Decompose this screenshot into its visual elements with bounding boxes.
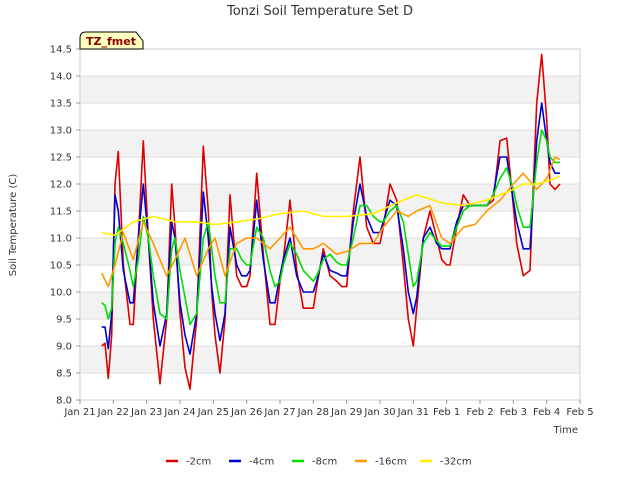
y-tick-label: 11.5 xyxy=(50,207,72,218)
series-line-neg8cm xyxy=(101,129,560,326)
y-tick-label: 9.0 xyxy=(56,342,72,353)
x-tick-label: Jan 31 xyxy=(397,407,429,418)
legend-label: -16cm xyxy=(375,457,407,468)
legend-label: -2cm xyxy=(186,457,211,468)
legend: -2cm -4cm -8cm -16cm -32cm xyxy=(166,457,472,468)
y-tick-label: 8.5 xyxy=(56,369,72,380)
x-tick-label: Jan 29 xyxy=(330,407,362,418)
x-tick-label: Feb 4 xyxy=(533,407,560,418)
y-tick-label: 14.5 xyxy=(50,45,72,56)
x-tick-label: Feb 3 xyxy=(500,407,527,418)
band xyxy=(80,130,580,157)
y-tick-label: 14.0 xyxy=(50,72,72,83)
x-tick-label: Jan 28 xyxy=(297,407,329,418)
legend-label: -4cm xyxy=(249,457,274,468)
x-axis-label: Time xyxy=(553,425,578,436)
plot-area xyxy=(79,48,581,401)
y-tick-label: 13.5 xyxy=(50,99,72,110)
x-tick-label: Jan 22 xyxy=(97,407,129,418)
y-tick-label: 12.0 xyxy=(50,180,72,191)
legend-label: -32cm xyxy=(440,457,472,468)
series-lines xyxy=(100,53,561,390)
y-tick-label: 11.0 xyxy=(50,234,72,245)
legend-label: -8cm xyxy=(312,457,337,468)
y-tick-label: 10.0 xyxy=(50,288,72,299)
x-tick-label: Jan 24 xyxy=(163,407,195,418)
x-tick-label: Jan 27 xyxy=(263,407,295,418)
x-axis-ticks: Jan 21 Jan 22 Jan 23 Jan 24 Jan 25 Jan 26 Jan … xyxy=(63,400,594,418)
band xyxy=(80,76,580,103)
annotation-label: TZ_fmet xyxy=(86,35,136,48)
y-tick-label: 8.0 xyxy=(56,396,72,407)
y-tick-label: 10.5 xyxy=(50,261,72,272)
annotation-frame xyxy=(79,31,144,50)
x-tick-label: Jan 30 xyxy=(363,407,395,418)
y-axis-label: Soil Temperature (C) xyxy=(8,174,19,277)
annotation-box: TZ_fmet xyxy=(79,31,144,50)
x-tick-label: Jan 23 xyxy=(130,407,162,418)
x-tick-label: Feb 5 xyxy=(566,407,593,418)
y-tick-label: 9.5 xyxy=(56,315,72,326)
x-tick-label: Jan 26 xyxy=(230,407,262,418)
band xyxy=(80,346,580,373)
band xyxy=(80,238,580,265)
y-tick-label: 12.5 xyxy=(50,153,72,164)
y-tick-label: 13.0 xyxy=(50,126,72,137)
background-bands xyxy=(80,76,580,373)
x-tick-label: Feb 2 xyxy=(466,407,493,418)
x-tick-label: Jan 21 xyxy=(63,407,95,418)
chart-title: Tonzi Soil Temperature Set D xyxy=(226,4,413,19)
band xyxy=(80,292,580,319)
series-line-neg16cm xyxy=(100,156,561,288)
x-tick-label: Jan 25 xyxy=(197,407,229,418)
band xyxy=(80,184,580,211)
x-tick-label: Feb 1 xyxy=(433,407,460,418)
series-line-neg32cm xyxy=(101,175,561,237)
y-axis-ticks: 8.0 8.5 9.0 9.5 10.0 10.5 11.0 11.5 12.0 12.5 13.0… xyxy=(50,45,80,407)
